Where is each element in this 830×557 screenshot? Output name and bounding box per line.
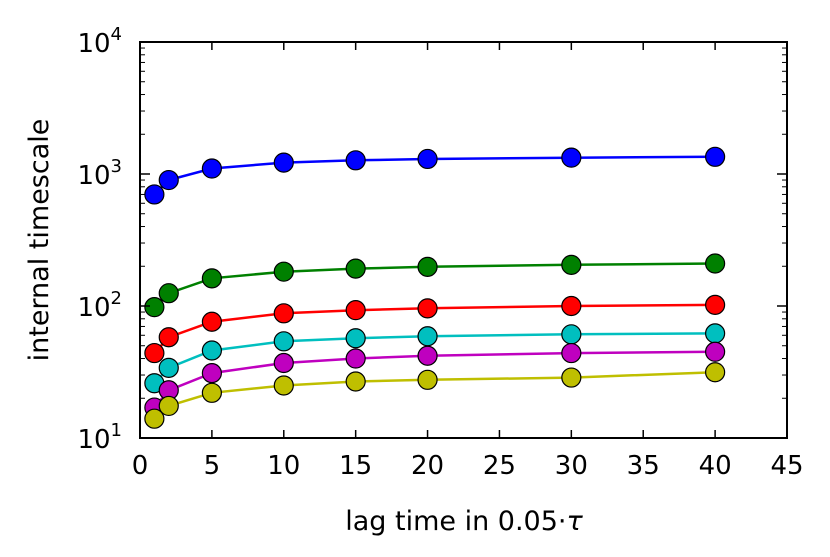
data-point-red xyxy=(201,311,222,332)
series-green xyxy=(144,253,726,318)
data-point-blue xyxy=(158,169,179,191)
x-tick-label: 40 xyxy=(699,451,732,481)
data-point-blue xyxy=(417,148,438,170)
data-point-olive xyxy=(345,371,366,392)
y-tick-exponent: 1 xyxy=(111,420,122,441)
y-tick-base: 10 xyxy=(77,29,110,59)
data-point-green xyxy=(273,261,294,282)
y-tick-label: 103 xyxy=(77,156,122,191)
data-point-red xyxy=(705,294,726,315)
data-point-red xyxy=(561,295,582,317)
x-axis-label: lag time in 0.05·τ xyxy=(345,506,583,537)
y-tick-exponent: 2 xyxy=(111,288,122,309)
data-point-green xyxy=(345,258,366,279)
data-point-magenta xyxy=(417,345,438,366)
series-olive xyxy=(144,362,726,429)
data-point-olive xyxy=(273,375,294,396)
data-point-cyan xyxy=(273,331,294,352)
x-axis-label-text: lag time in 0.05· xyxy=(345,506,566,537)
y-tick-exponent: 3 xyxy=(111,156,122,177)
data-point-olive xyxy=(144,408,165,429)
x-tick-label: 20 xyxy=(411,451,444,481)
x-tick-label: 15 xyxy=(339,451,372,481)
series-cyan xyxy=(144,323,726,394)
data-point-magenta xyxy=(705,341,726,362)
plot-frame xyxy=(139,41,788,439)
data-point-magenta xyxy=(273,352,294,374)
data-point-magenta xyxy=(201,363,222,384)
data-point-green xyxy=(158,283,179,304)
data-point-olive xyxy=(417,369,438,390)
y-tick-label: 101 xyxy=(77,420,122,455)
x-axis-label-symbol: τ xyxy=(566,506,583,537)
data-point-red xyxy=(158,327,179,348)
series-red xyxy=(144,294,726,364)
data-point-olive xyxy=(705,362,726,383)
data-point-cyan xyxy=(158,357,179,378)
y-tick-base: 10 xyxy=(77,161,110,191)
data-point-green xyxy=(561,254,582,275)
series-blue xyxy=(144,146,726,205)
data-point-green xyxy=(705,253,726,274)
data-point-red xyxy=(345,300,366,321)
x-tick-label: 25 xyxy=(483,451,516,481)
data-point-red xyxy=(273,303,294,324)
data-point-blue xyxy=(561,147,582,168)
data-point-cyan xyxy=(561,324,582,345)
data-point-green xyxy=(201,268,222,289)
data-point-blue xyxy=(273,152,294,173)
data-point-blue xyxy=(144,184,165,205)
data-point-olive xyxy=(158,395,179,417)
data-point-cyan xyxy=(345,328,366,349)
data-point-blue xyxy=(345,150,366,171)
x-tick-label: 35 xyxy=(627,451,660,481)
data-point-green xyxy=(144,297,165,318)
data-point-cyan xyxy=(201,340,222,361)
plot-layer xyxy=(144,146,726,429)
data-point-olive xyxy=(561,367,582,388)
y-axis-label: internal timescale xyxy=(24,119,55,362)
y-tick-label: 102 xyxy=(77,288,122,323)
x-tick-label: 45 xyxy=(770,451,803,481)
data-point-red xyxy=(417,298,438,319)
data-point-cyan xyxy=(417,326,438,347)
y-tick-exponent: 4 xyxy=(111,24,122,45)
x-tick-label: 0 xyxy=(132,451,149,481)
data-point-cyan xyxy=(705,323,726,344)
data-point-green xyxy=(417,256,438,277)
x-tick-label: 30 xyxy=(555,451,588,481)
series-magenta xyxy=(144,341,726,418)
x-tick-label: 5 xyxy=(204,451,221,481)
y-tick-base: 10 xyxy=(77,293,110,323)
data-point-blue xyxy=(201,158,222,179)
data-point-magenta xyxy=(561,342,582,364)
y-tick-label: 104 xyxy=(77,24,122,59)
data-point-magenta xyxy=(345,348,366,369)
data-point-olive xyxy=(201,382,222,403)
x-tick-label: 10 xyxy=(267,451,300,481)
data-point-red xyxy=(144,342,165,364)
data-point-blue xyxy=(705,146,726,167)
y-tick-base: 10 xyxy=(77,425,110,455)
